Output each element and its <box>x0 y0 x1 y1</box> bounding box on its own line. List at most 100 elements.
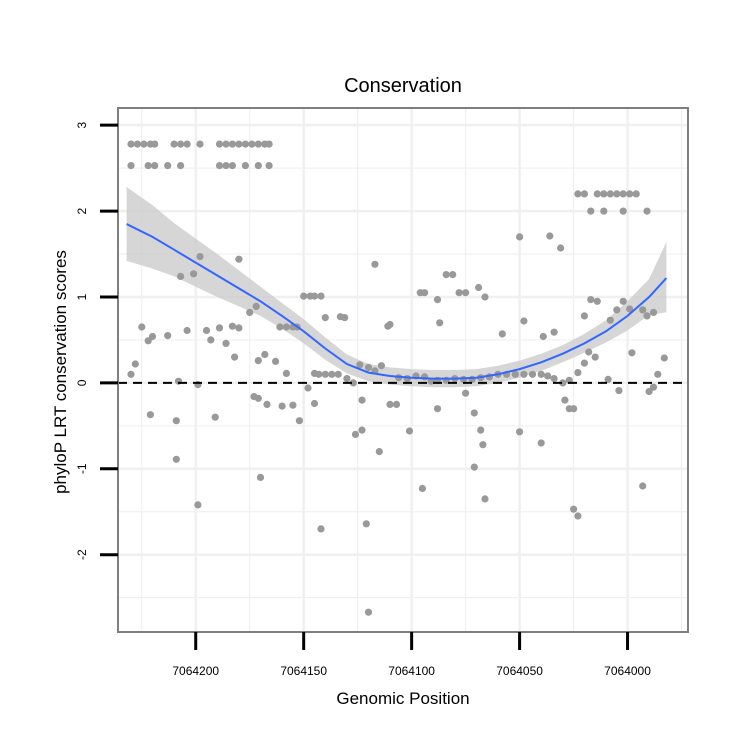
data-point <box>613 190 621 198</box>
data-point <box>356 361 364 369</box>
data-point <box>261 350 269 359</box>
data-point <box>282 369 290 377</box>
data-point <box>481 293 489 301</box>
data-point <box>263 400 271 408</box>
data-point <box>177 272 185 280</box>
data-point <box>300 292 308 300</box>
data-point <box>660 354 668 362</box>
data-point <box>127 140 135 148</box>
data-point <box>241 162 249 170</box>
data-point <box>392 400 401 408</box>
data-point <box>537 439 545 447</box>
data-point <box>164 162 172 170</box>
x-tick-label: 7064150 <box>280 664 327 678</box>
data-point <box>151 140 159 148</box>
y-tick-label: -1 <box>75 463 89 474</box>
data-point <box>386 400 394 408</box>
data-point <box>133 140 141 148</box>
data-point <box>222 140 230 148</box>
data-point <box>215 162 224 170</box>
data-point <box>310 399 319 408</box>
data-point <box>144 162 152 170</box>
data-point <box>131 360 139 368</box>
data-point <box>254 162 262 170</box>
data-point <box>570 505 578 513</box>
data-point <box>528 370 537 378</box>
x-tick-label: 7064200 <box>172 664 219 678</box>
data-point <box>546 232 554 240</box>
data-point <box>278 402 286 410</box>
data-point <box>265 162 273 170</box>
data-point <box>256 473 265 481</box>
plot-panel: 7064200 7064150 7064100 7064050 7064000 -2 -1 0… <box>75 107 689 678</box>
data-point <box>550 328 558 336</box>
data-point <box>177 162 185 170</box>
data-point <box>626 305 634 313</box>
data-point <box>433 405 442 413</box>
data-point <box>537 370 545 378</box>
data-point <box>593 297 601 305</box>
data-point <box>196 140 204 148</box>
x-tick-label: 7064100 <box>388 664 435 678</box>
data-point <box>202 326 211 335</box>
data-point <box>436 319 444 327</box>
data-point <box>127 370 135 378</box>
confidence-ribbon <box>126 187 667 388</box>
data-point <box>334 370 342 378</box>
data-point <box>190 270 198 278</box>
data-point <box>364 608 373 616</box>
data-point <box>138 323 146 331</box>
data-point <box>516 233 524 241</box>
data-point <box>574 190 582 198</box>
data-point <box>349 379 357 387</box>
data-point <box>619 297 627 305</box>
data-point <box>235 324 243 332</box>
y-tick-label: 3 <box>75 122 89 129</box>
data-point <box>377 362 385 370</box>
data-point <box>310 292 319 300</box>
data-point <box>351 430 360 438</box>
data-point <box>606 190 614 198</box>
y-tick-label: 1 <box>75 293 89 300</box>
data-point <box>628 349 636 357</box>
data-point <box>177 140 185 148</box>
data-point <box>639 306 647 314</box>
data-point <box>449 271 457 279</box>
data-point <box>559 379 567 387</box>
data-point <box>604 375 612 383</box>
data-point <box>550 375 558 383</box>
data-point <box>574 369 582 377</box>
data-point <box>215 140 224 148</box>
data-point <box>321 314 329 322</box>
data-point <box>645 387 653 396</box>
data-point <box>649 383 658 391</box>
data-point <box>386 320 394 329</box>
y-tick-label: -2 <box>75 549 89 560</box>
data-point <box>421 373 429 381</box>
data-point <box>479 441 487 449</box>
data-point <box>544 372 552 380</box>
x-axis-title: Genomic Position <box>336 689 469 708</box>
data-point <box>248 140 256 148</box>
data-point <box>215 324 224 332</box>
data-point <box>358 396 366 404</box>
data-point <box>470 409 478 417</box>
data-point <box>475 283 483 292</box>
data-point <box>606 316 614 324</box>
data-point <box>295 417 303 425</box>
data-point <box>336 313 344 321</box>
data-point <box>557 244 565 252</box>
data-point <box>405 427 414 435</box>
data-point <box>593 190 601 198</box>
data-point <box>600 207 608 215</box>
data-point <box>172 455 180 463</box>
data-point <box>498 330 506 338</box>
data-point <box>211 413 219 421</box>
data-point <box>228 162 236 170</box>
data-point <box>600 190 608 198</box>
data-point <box>619 207 627 215</box>
data-point <box>265 140 273 148</box>
data-point <box>654 370 662 378</box>
data-point <box>127 162 135 170</box>
data-point <box>639 482 647 490</box>
